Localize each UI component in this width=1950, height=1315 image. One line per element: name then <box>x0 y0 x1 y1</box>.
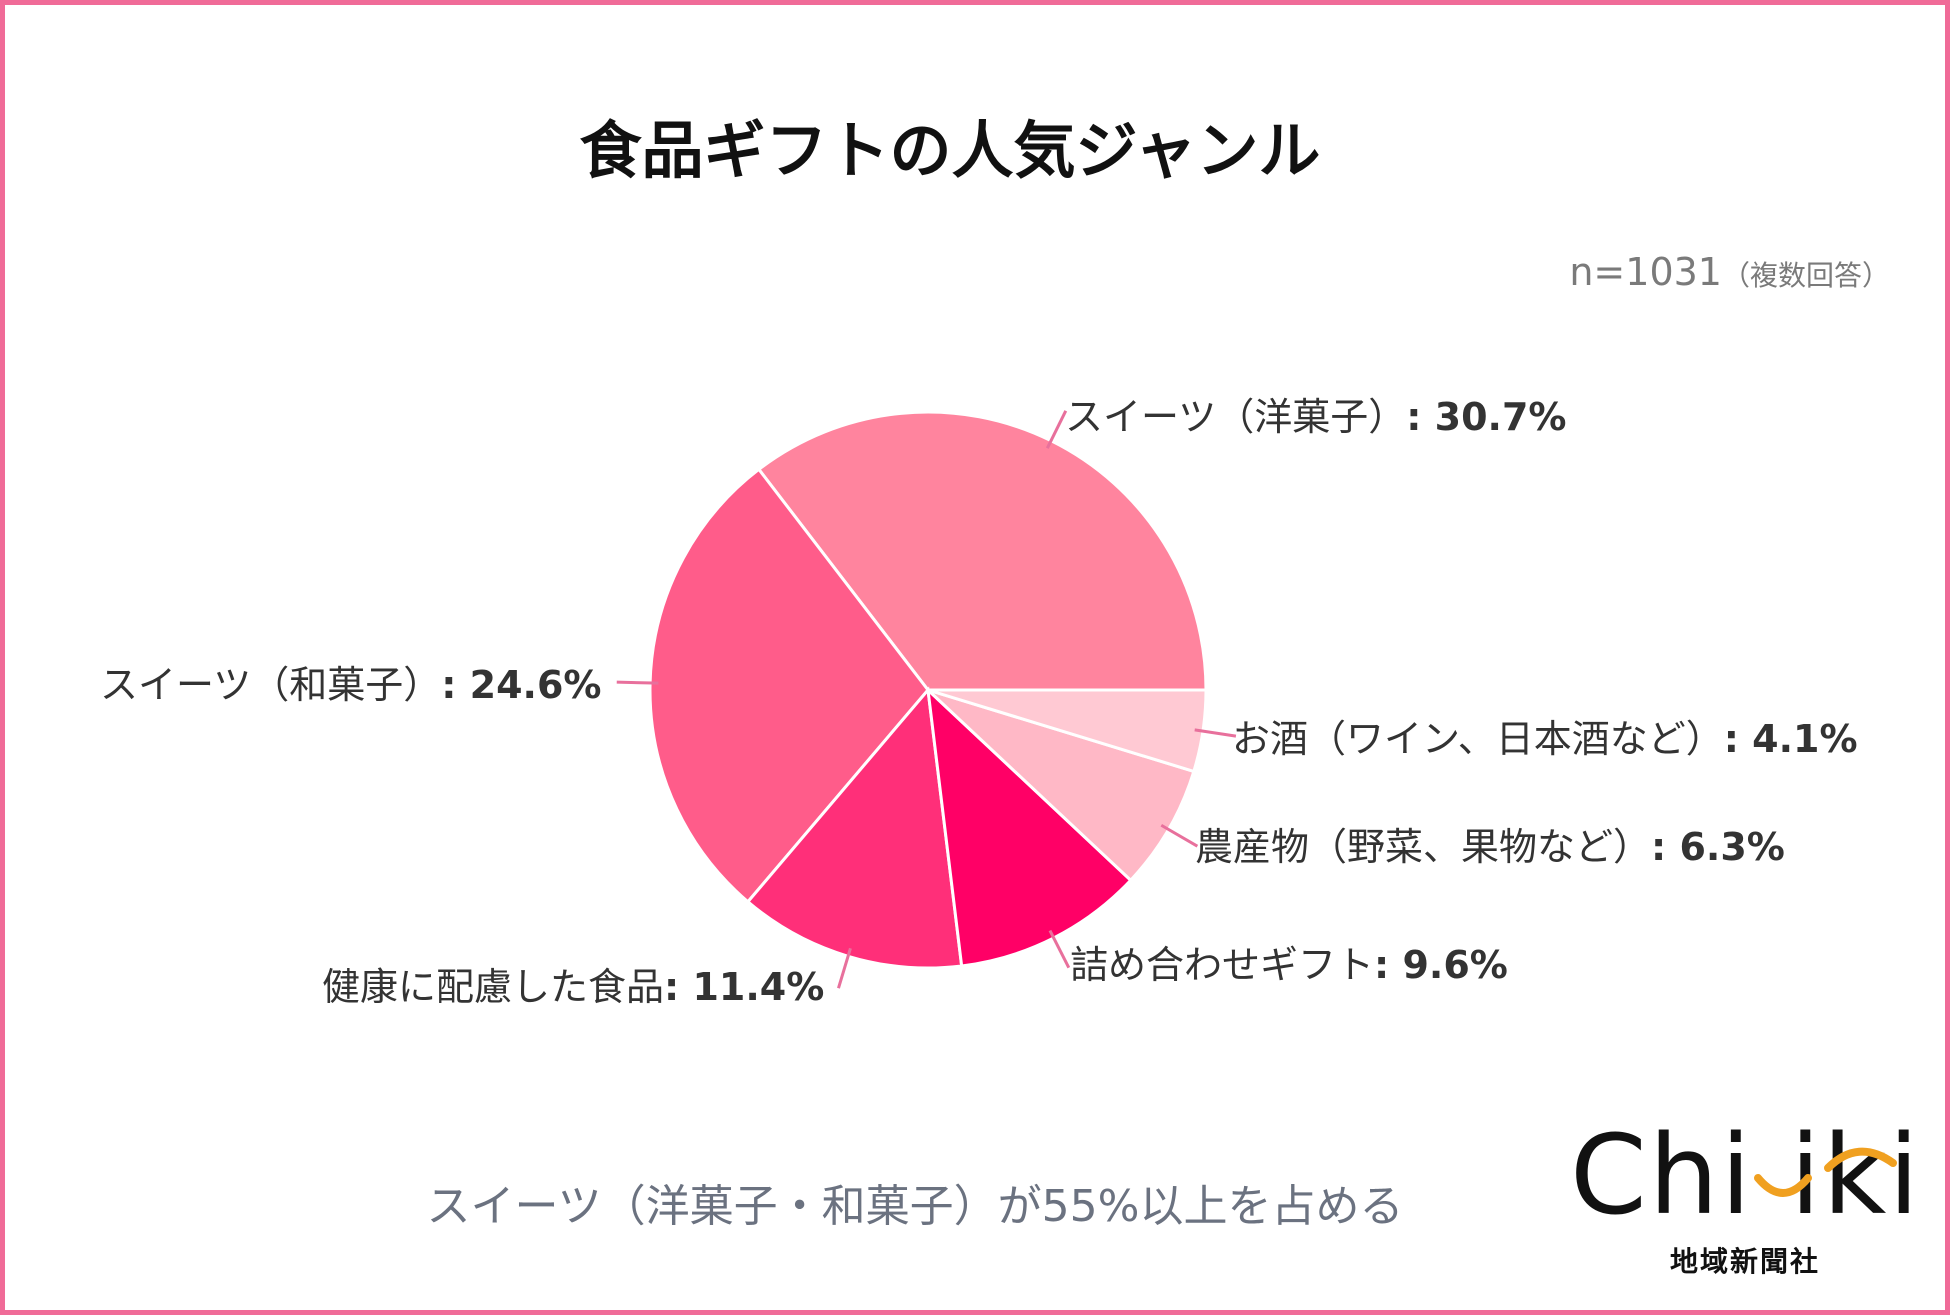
pie-slices <box>648 410 1208 970</box>
slice-label-スイーツ-和菓子-: スイーツ（和菓子）: 24.6% <box>100 663 602 707</box>
sample-size: n=1031（複数回答） <box>1569 250 1890 294</box>
leader-lines <box>616 410 1237 989</box>
logo-brand: Chi iki <box>1570 1111 1921 1239</box>
slice-label-農産物-野菜-果物など-: 農産物（野菜、果物など）: 6.3% <box>1195 825 1785 869</box>
leader-line <box>616 680 659 685</box>
sample-n: n=1031 <box>1569 250 1722 294</box>
logo-company: 地域新聞社 <box>1670 1245 1821 1278</box>
slice-label-詰め合わせギフト: 詰め合わせギフト: 9.6% <box>1070 943 1508 987</box>
leader-line <box>1160 823 1199 848</box>
chiiki-logo: Chi iki 地域新聞社 <box>1570 1120 1919 1278</box>
logo-smile-icon <box>1754 1147 1897 1197</box>
chart-title: 食品ギフトの人気ジャンル <box>579 114 1321 187</box>
slice-label-スイーツ-洋菓子-: スイーツ（洋菓子）: 30.7% <box>1065 395 1567 439</box>
slice-labels: スイーツ（洋菓子）: 30.7% スイーツ（和菓子）: 24.6% 健康に配慮した食… <box>100 395 1858 1009</box>
sample-note: （複数回答） <box>1721 259 1890 292</box>
leader-line <box>1194 728 1237 738</box>
slice-label-お酒-ワイン-日本酒など-: お酒（ワイン、日本酒など）: 4.1% <box>1232 717 1858 761</box>
chart-subtitle: スイーツ（洋菓子・和菓子）が55%以上を占める <box>426 1181 1404 1232</box>
leader-line <box>1048 929 1071 969</box>
leader-line <box>1045 410 1068 449</box>
slice-label-健康に配慮した食品: 健康に配慮した食品: 11.4% <box>322 965 824 1009</box>
leader-line <box>837 947 852 989</box>
